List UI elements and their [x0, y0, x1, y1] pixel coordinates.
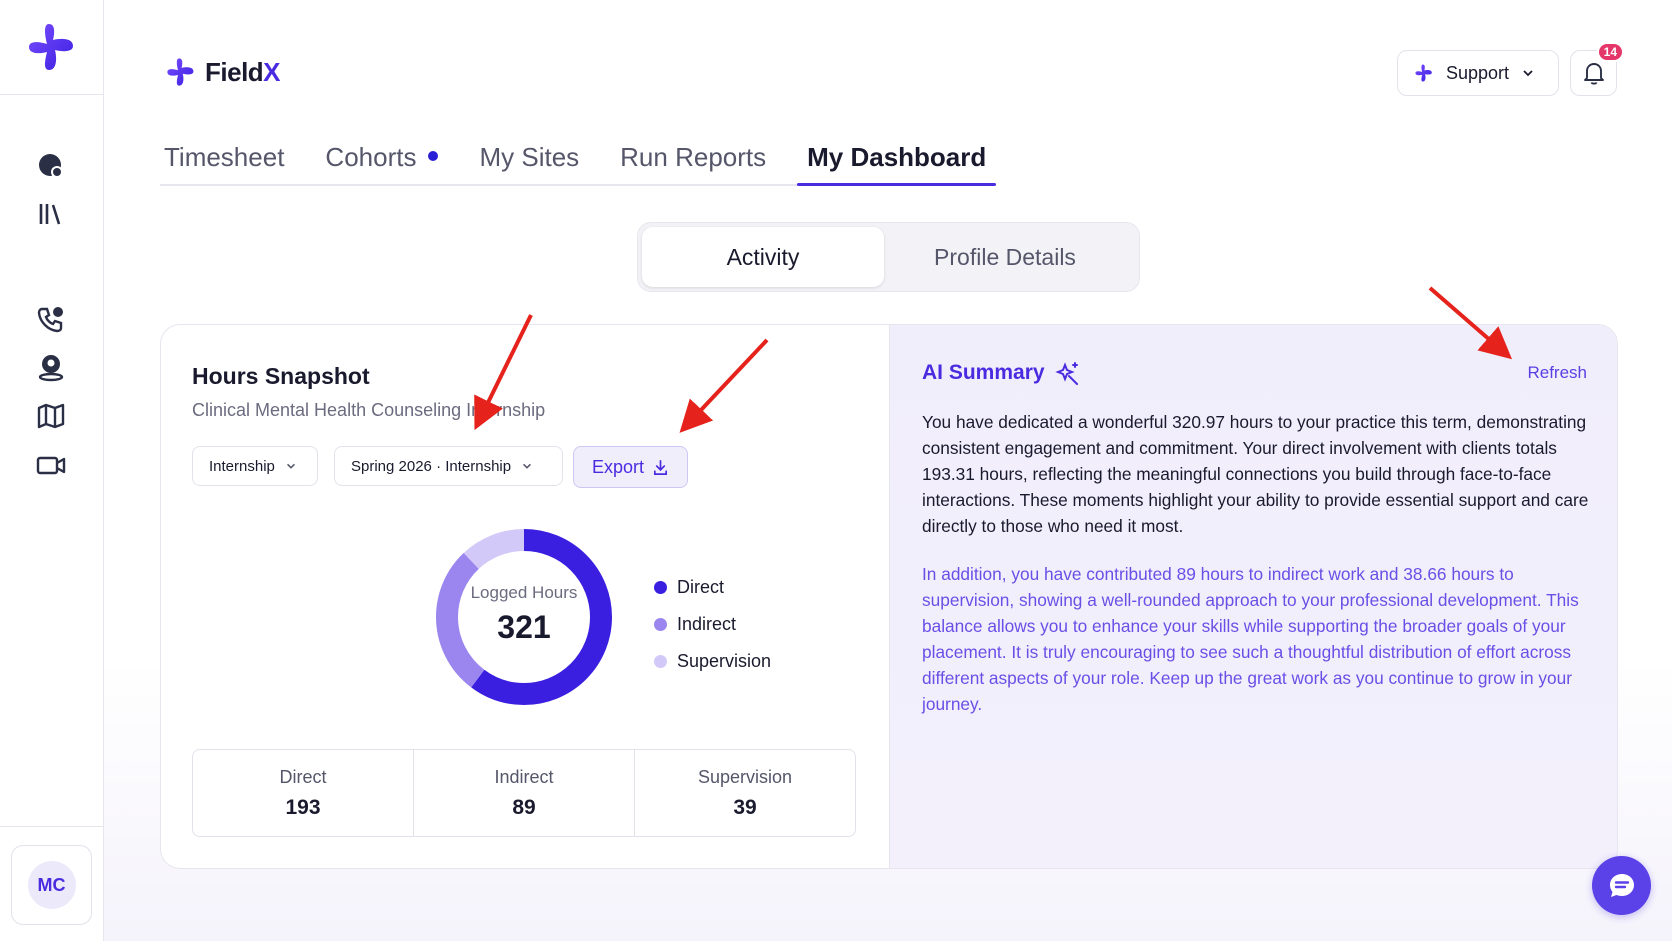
avatar: MC — [27, 861, 76, 909]
segment-profile-details[interactable]: Profile Details — [934, 243, 1076, 270]
dashboard-card: Hours Snapshot Clinical Mental Health Co… — [160, 324, 1618, 869]
brand-name-main: Field — [205, 56, 264, 87]
support-dropdown[interactable]: Support — [1397, 50, 1559, 96]
fieldx-logo-icon — [28, 24, 73, 70]
hours-snapshot-panel: Hours Snapshot Clinical Mental Health Co… — [161, 325, 889, 868]
logged-hours-donut: Logged Hours 321 — [429, 522, 619, 712]
sparkle-wand-icon — [1054, 362, 1078, 385]
tab-run-reports[interactable]: Run Reports — [616, 138, 770, 184]
phone-icon[interactable] — [34, 302, 68, 336]
stat-value: 193 — [285, 795, 321, 819]
stat-label: Indirect — [494, 766, 554, 787]
stat-supervision: Supervision 39 — [635, 750, 855, 836]
hours-snapshot-subtitle: Clinical Mental Health Counseling Intern… — [192, 400, 546, 420]
avatar-button[interactable]: MC — [11, 845, 92, 925]
support-logo-icon — [1415, 64, 1432, 82]
tab-cohorts[interactable]: Cohorts — [321, 138, 442, 184]
sidebar: MC — [0, 0, 104, 941]
placement-type-dropdown[interactable]: Internship — [192, 446, 318, 486]
stat-label: Direct — [279, 766, 327, 787]
stat-direct: Direct 193 — [193, 750, 414, 836]
export-label: Export — [591, 456, 645, 477]
tab-my-sites-label: My Sites — [479, 142, 580, 172]
legend-dot-supervision — [654, 655, 667, 668]
chat-support-button[interactable] — [1592, 856, 1651, 915]
chat-icon — [1609, 873, 1634, 897]
placement-type-value: Internship — [209, 457, 275, 475]
tab-cohorts-label: Cohorts — [325, 142, 417, 172]
brand[interactable]: FieldX — [165, 56, 281, 88]
tab-my-dashboard[interactable]: My Dashboard — [797, 138, 997, 186]
stat-value: 39 — [733, 795, 757, 819]
donut-label: Logged Hours — [470, 582, 578, 602]
legend-label-supervision: Supervision — [677, 651, 772, 671]
support-label: Support — [1446, 62, 1510, 83]
ai-summary-panel: AI Summary Refresh You have dedicated a … — [889, 325, 1617, 868]
bell-icon — [1583, 63, 1604, 85]
stat-value: 89 — [512, 795, 536, 819]
hours-stats-table: Direct 193 Indirect 89 Supervision 39 — [192, 749, 856, 837]
brand-name-accent: X — [263, 56, 281, 87]
donut-slice-indirect — [436, 529, 612, 705]
stat-indirect: Indirect 89 — [414, 750, 635, 836]
export-button[interactable]: Export — [573, 446, 688, 488]
legend-dot-direct — [654, 581, 667, 594]
download-icon — [653, 459, 668, 475]
tab-run-reports-label: Run Reports — [620, 142, 767, 172]
ai-summary-title: AI Summary — [922, 361, 1045, 384]
tab-timesheet-label: Timesheet — [164, 142, 285, 172]
brand-logo-icon — [167, 58, 194, 86]
donut-center: Logged Hours 321 — [429, 522, 619, 712]
ai-summary-heading: AI Summary — [922, 360, 1081, 386]
globe-icon[interactable] — [34, 149, 68, 183]
hours-snapshot-title: Hours Snapshot — [192, 363, 370, 389]
legend-item-direct: Direct — [654, 569, 771, 606]
notification-badge: 14 — [1596, 42, 1624, 62]
main-tabs: Timesheet Cohorts My Sites Run Reports M… — [160, 138, 997, 186]
tab-timesheet[interactable]: Timesheet — [160, 138, 288, 184]
new-indicator-dot — [428, 151, 439, 162]
donut-legend: Direct Indirect Supervision — [654, 569, 771, 680]
donut-value: 321 — [497, 608, 551, 645]
notifications-button[interactable]: 14 — [1570, 42, 1624, 96]
donut-slice-supervision — [436, 529, 612, 705]
tab-my-dashboard-label: My Dashboard — [807, 142, 987, 172]
stat-label: Supervision — [697, 766, 793, 787]
legend-dot-indirect — [654, 618, 667, 631]
chevron-down-icon — [523, 463, 532, 469]
ai-summary-paragraph-2: In addition, you have contributed 89 hou… — [922, 564, 1579, 714]
map-icon[interactable] — [34, 399, 68, 433]
chevron-down-icon — [1523, 70, 1533, 77]
chevron-down-icon — [286, 463, 295, 469]
legend-item-indirect: Indirect — [654, 606, 771, 643]
library-icon[interactable] — [34, 197, 68, 231]
legend-item-supervision: Supervision — [654, 643, 771, 680]
brand-name: FieldX — [205, 56, 281, 88]
refresh-link[interactable]: Refresh — [1527, 363, 1587, 382]
view-segment-control: Activity Profile Details — [637, 222, 1140, 292]
term-value: Spring 2026 · Internship — [351, 457, 512, 475]
term-dropdown[interactable]: Spring 2026 · Internship — [334, 446, 563, 486]
legend-label-direct: Direct — [677, 577, 725, 597]
legend-label-indirect: Indirect — [677, 614, 737, 634]
user-location-icon[interactable] — [34, 350, 68, 384]
segment-activity[interactable]: Activity — [642, 227, 884, 287]
video-icon[interactable] — [34, 448, 68, 482]
ai-summary-paragraph-1: You have dedicated a wonderful 320.97 ho… — [922, 412, 1589, 536]
sidebar-footer: MC — [0, 826, 104, 941]
sidebar-logo[interactable] — [0, 0, 103, 95]
donut-chart — [436, 529, 612, 705]
tab-my-sites[interactable]: My Sites — [475, 138, 583, 184]
